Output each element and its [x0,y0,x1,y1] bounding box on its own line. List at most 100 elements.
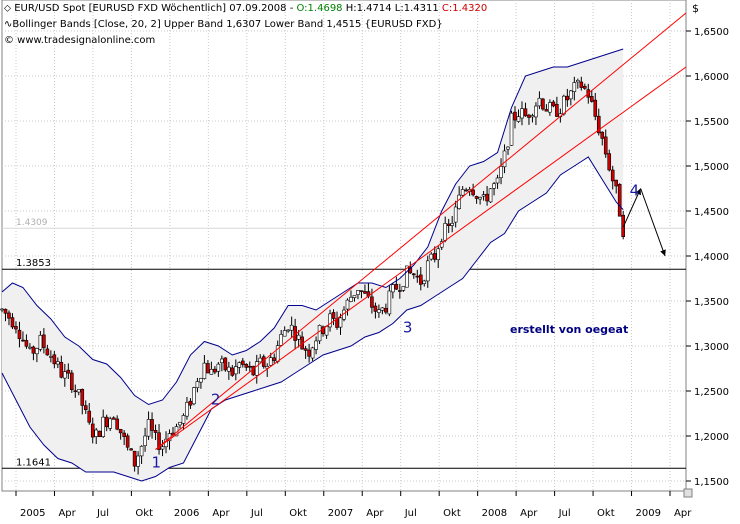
candle-body [268,357,273,366]
x-tick-label: Apr [212,508,230,519]
candle-body [307,349,311,357]
candle-body [446,223,451,226]
candle-body [192,387,196,405]
candle-body [76,389,81,393]
candle-body [227,366,231,372]
candle-body [593,99,598,117]
candle-body [21,339,25,342]
candle-body [80,388,85,406]
candle-body [146,419,151,437]
header-close: C:1.4320 [441,3,488,14]
chart-header-line1: ⬦ EUR/USD Spot [EURUSD FXD Wöchentlich] … [4,3,487,14]
candle-body [52,354,57,365]
x-tick-label: 2006 [174,508,199,519]
candle-body [384,308,388,313]
candle-body [136,455,140,467]
resize-grip [683,488,693,498]
y-tick-label: 1,5000 [694,162,729,173]
x-tick-label: 2008 [482,508,507,519]
candle-body [576,79,580,83]
candle-body [122,432,126,437]
projection-arrow [622,188,642,228]
candle-body [520,108,524,119]
candle-body [115,418,119,430]
candle-body [104,416,109,428]
candle-body [143,435,147,446]
candle-body [457,194,461,209]
x-tick-label: 2007 [328,508,353,519]
candle-body [314,340,318,350]
x-tick-label: Okt [443,508,461,519]
candle-body [69,372,74,391]
bollinger-icon: ∿ [4,19,13,30]
candle-body [101,416,106,437]
candle-body [485,193,489,202]
candle-body [3,308,8,314]
x-tick-label: 2005 [20,508,45,519]
horizontal-level-label: 1.3853 [16,258,51,269]
candle-body [17,329,22,339]
candle-body [195,381,200,388]
candle-body [279,334,283,346]
candle-body [394,283,399,290]
y-tick-label: 1,4500 [694,207,729,218]
x-tick-label: Jul [404,508,417,519]
candle-body [0,308,4,311]
candle-body [209,368,214,375]
candle-body [432,253,437,260]
y-tick-label: 1,6000 [694,72,729,83]
candle-body [150,419,154,431]
candle-body [240,360,245,365]
candle-body [398,290,402,292]
candle-body [129,448,133,451]
header-prefix: EUR/USD Spot [EURUSD FXD Wöchentlich] 07… [14,3,297,14]
candle-body [345,299,350,310]
candle-body [617,183,622,217]
candle-body [24,340,29,347]
y-tick-label: 1,2500 [694,387,729,398]
candle-body [153,430,158,433]
candle-body [464,189,468,192]
candle-body [234,366,238,375]
candle-body [443,223,448,241]
candle-body [111,417,116,420]
candle-body [453,206,458,223]
candle-body [94,429,99,437]
candle-body [97,430,102,438]
candle-body [548,102,552,113]
candle-body [474,196,479,199]
lower-band-line [1,156,624,482]
candle-body [541,98,545,110]
header-bollinger: Bollinger Bands [Close, 20, 2] Upper Ban… [12,19,443,30]
candle-body [87,410,92,423]
candle-body [14,326,18,330]
candle-body [534,105,538,118]
x-tick-label: Apr [674,508,692,519]
candle-body [317,325,322,342]
candle-body [429,253,434,260]
candle-body [387,290,392,315]
candle-body [199,378,203,383]
y-tick-label: 1,5500 [694,117,729,128]
candle-body [436,248,441,261]
upper-band-line [1,48,624,406]
x-tick-label: Jul [250,508,263,519]
wave-label: 1 [152,454,162,472]
candle-body [45,348,50,356]
candle-body [157,432,161,450]
candle-body [499,166,503,179]
projection-arrow [640,188,666,257]
candle-body [324,325,329,336]
x-tick-label: Okt [597,508,615,519]
candle-body [460,189,465,196]
horizontal-level-label: 1.1641 [16,457,51,468]
candle-body [537,97,542,107]
candle-body [188,400,193,406]
candle-body [296,334,301,340]
candle-body [265,366,270,369]
candle-body [139,445,144,457]
y-tick-label: 1,4000 [694,252,729,263]
candle-body [565,95,570,101]
candle-body [411,273,416,276]
